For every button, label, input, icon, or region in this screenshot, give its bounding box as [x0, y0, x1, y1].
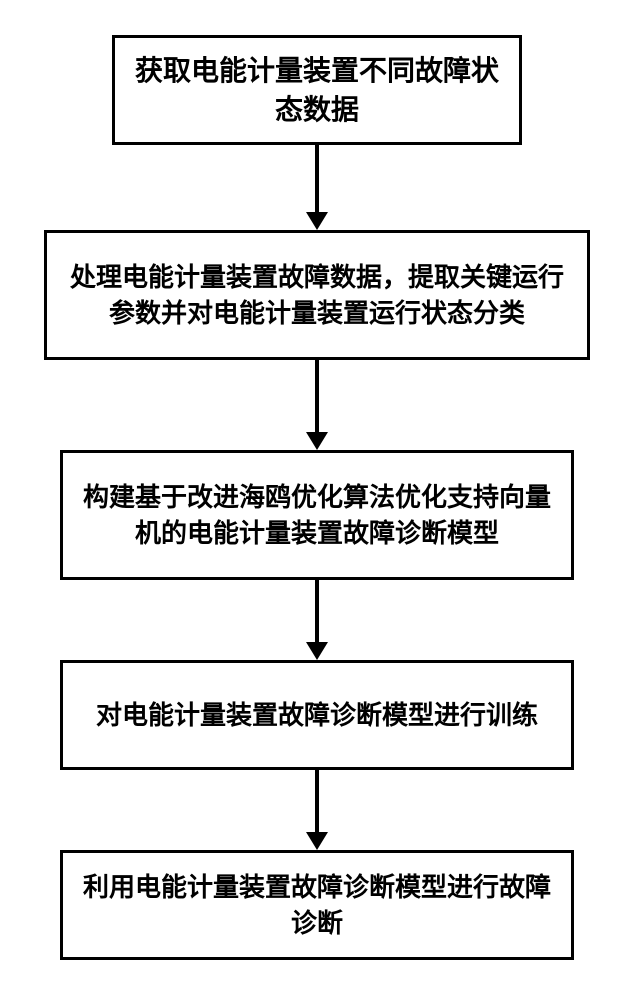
flow-node-acquire-data: 获取电能计量装置不同故障状态数据 [112, 35, 522, 145]
arrow-line [315, 360, 319, 432]
flow-node-diagnose: 利用电能计量装置故障诊断模型进行故障诊断 [60, 850, 574, 960]
arrow-line [315, 770, 319, 832]
arrow-head-icon [306, 212, 328, 230]
arrow-head-icon [306, 432, 328, 450]
arrow-line [315, 145, 319, 212]
flow-node-label: 获取电能计量装置不同故障状态数据 [131, 51, 503, 129]
arrow-head-icon [306, 832, 328, 850]
flow-node-label: 构建基于改进海鸥优化算法优化支持向量机的电能计量装置故障诊断模型 [79, 479, 555, 552]
arrow-head-icon [306, 642, 328, 660]
flow-node-build-model: 构建基于改进海鸥优化算法优化支持向量机的电能计量装置故障诊断模型 [60, 450, 574, 580]
flow-node-train-model: 对电能计量装置故障诊断模型进行训练 [60, 660, 574, 770]
flow-node-label: 处理电能计量装置故障数据，提取关键运行参数并对电能计量装置运行状态分类 [63, 259, 571, 332]
flow-node-label: 对电能计量装置故障诊断模型进行训练 [96, 697, 538, 733]
flow-node-label: 利用电能计量装置故障诊断模型进行故障诊断 [79, 869, 555, 942]
flow-node-process-data: 处理电能计量装置故障数据，提取关键运行参数并对电能计量装置运行状态分类 [44, 230, 590, 360]
flowchart-canvas: 获取电能计量装置不同故障状态数据 处理电能计量装置故障数据，提取关键运行参数并对… [0, 0, 634, 1000]
arrow-line [315, 580, 319, 642]
